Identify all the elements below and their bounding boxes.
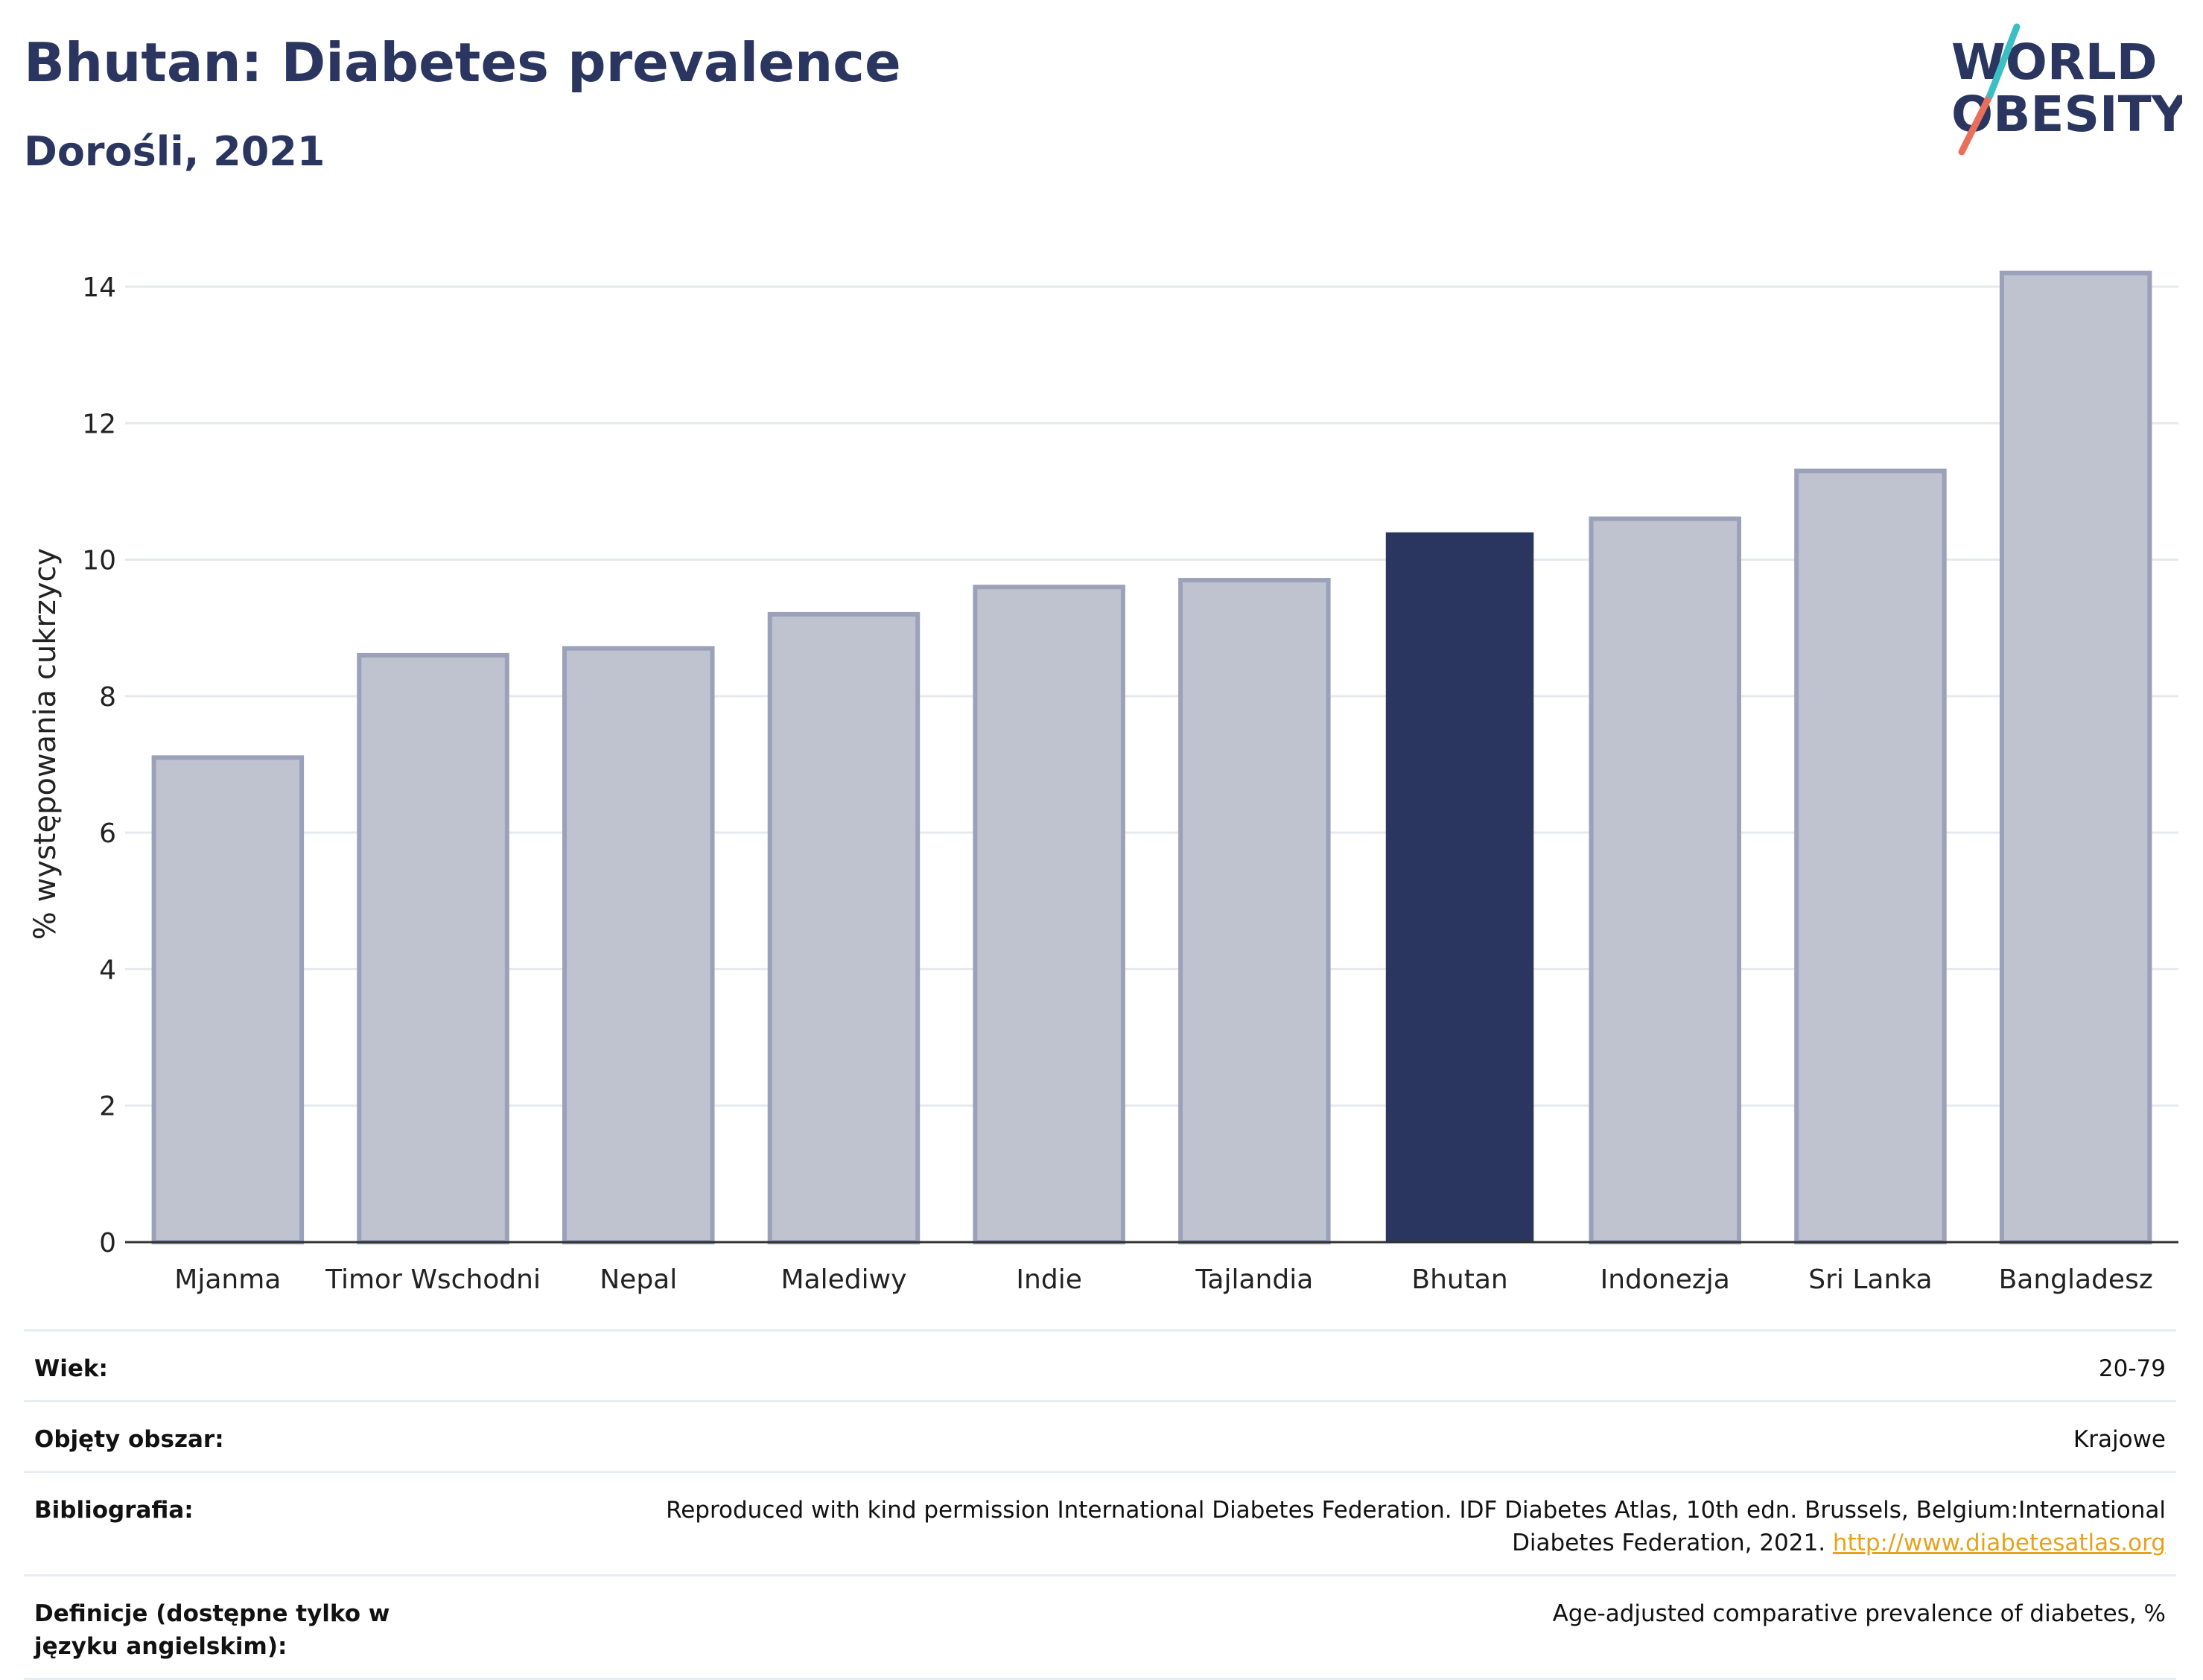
- meta-label-definition: Definicje (dostępne tylko w języku angie…: [24, 1574, 492, 1680]
- meta-row-definition: Definicje (dostępne tylko w języku angie…: [24, 1574, 2176, 1680]
- y-tick-label: 2: [99, 1092, 116, 1122]
- chart-title: Bhutan: Diabetes prevalence: [24, 31, 901, 94]
- bar-chart: 0 2 4 6 8 10 12 14 Mjanma Timor Wschodni Nepal Male…: [28, 270, 2178, 1295]
- y-tick-label: 10: [82, 546, 116, 576]
- diabetes-atlas-link[interactable]: http://www.diabetesatlas.org: [1832, 1530, 2166, 1556]
- bar-timor-wschodni: [357, 652, 509, 1244]
- bar-malediwy: [767, 611, 921, 1244]
- meta-row-age: Wiek: 20-79: [24, 1329, 2176, 1401]
- x-tick-label: Tajlandia: [1195, 1264, 1313, 1295]
- x-tick-label: Indie: [1016, 1264, 1081, 1295]
- x-tick-label: Bhutan: [1411, 1264, 1507, 1295]
- bar-indonezja: [1589, 516, 1742, 1245]
- meta-value-coverage: Krajowe: [492, 1400, 2176, 1472]
- bibliography-text-line-2: Diabetes Federation, 2021.: [1512, 1530, 1826, 1556]
- bar-tajlandia: [1178, 578, 1331, 1244]
- x-tick-label: Malediwy: [781, 1264, 907, 1295]
- x-tick-label: Mjanma: [174, 1264, 281, 1295]
- bar-mjanma: [151, 755, 305, 1244]
- y-tick-label: 4: [99, 955, 116, 985]
- meta-row-coverage: Objęty obszar: Krajowe: [24, 1400, 2176, 1472]
- logo-line-1: WORLD: [1951, 34, 2158, 91]
- x-tick-label: Sri Lanka: [1808, 1264, 1932, 1295]
- y-tick-label: 12: [82, 409, 116, 439]
- meta-row-bibliography: Bibliografia: Reproduced with kind permi…: [24, 1471, 2176, 1576]
- chart-subtitle: Dorośli, 2021: [24, 128, 325, 175]
- bar-sri-lanka: [1794, 468, 1947, 1244]
- meta-label-coverage: Objęty obszar:: [24, 1400, 492, 1472]
- x-tick-label: Timor Wschodni: [325, 1264, 541, 1295]
- logo-slash-teal: [1986, 23, 2021, 99]
- meta-value-bibliography: Reproduced with kind permission Internat…: [492, 1471, 2176, 1576]
- y-tick-label: 6: [99, 818, 116, 849]
- meta-label-age: Wiek:: [24, 1329, 492, 1401]
- meta-value-age: 20-79: [492, 1329, 2176, 1401]
- meta-label-bibliography: Bibliografia:: [24, 1471, 492, 1576]
- y-axis-title: % występowania cukrzycy: [28, 548, 63, 940]
- logo-line-2: OBESITY: [1951, 86, 2182, 143]
- y-tick-label: 8: [99, 682, 116, 713]
- bar-nepal: [562, 646, 715, 1244]
- logo-slash-red: [1958, 92, 1994, 156]
- x-tick-label: Indonezja: [1600, 1264, 1730, 1295]
- x-tick-label: Nepal: [600, 1264, 677, 1295]
- meta-value-definition: Age-adjusted comparative prevalence of d…: [492, 1574, 2176, 1680]
- bar-bhutan: [1385, 532, 1534, 1242]
- world-obesity-logo: WORLD OBESITY: [1951, 23, 2182, 156]
- x-tick-label: Bangladesz: [1999, 1264, 2153, 1295]
- bar-bangladesz: [1999, 270, 2152, 1244]
- y-tick-label: 14: [82, 273, 116, 303]
- metadata-table: Wiek: 20-79 Objęty obszar: Krajowe Bibli…: [24, 1329, 2176, 1680]
- y-tick-label: 0: [99, 1228, 116, 1259]
- bibliography-text-line-1: Reproduced with kind permission Internat…: [666, 1497, 2166, 1524]
- bar-indie: [973, 585, 1125, 1244]
